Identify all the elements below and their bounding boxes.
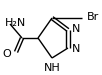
Text: N: N: [72, 24, 80, 34]
Text: H₂N: H₂N: [5, 18, 26, 28]
Text: O: O: [2, 49, 11, 59]
Text: Br: Br: [87, 12, 99, 22]
Text: NH: NH: [44, 63, 60, 73]
Text: N: N: [72, 44, 80, 54]
